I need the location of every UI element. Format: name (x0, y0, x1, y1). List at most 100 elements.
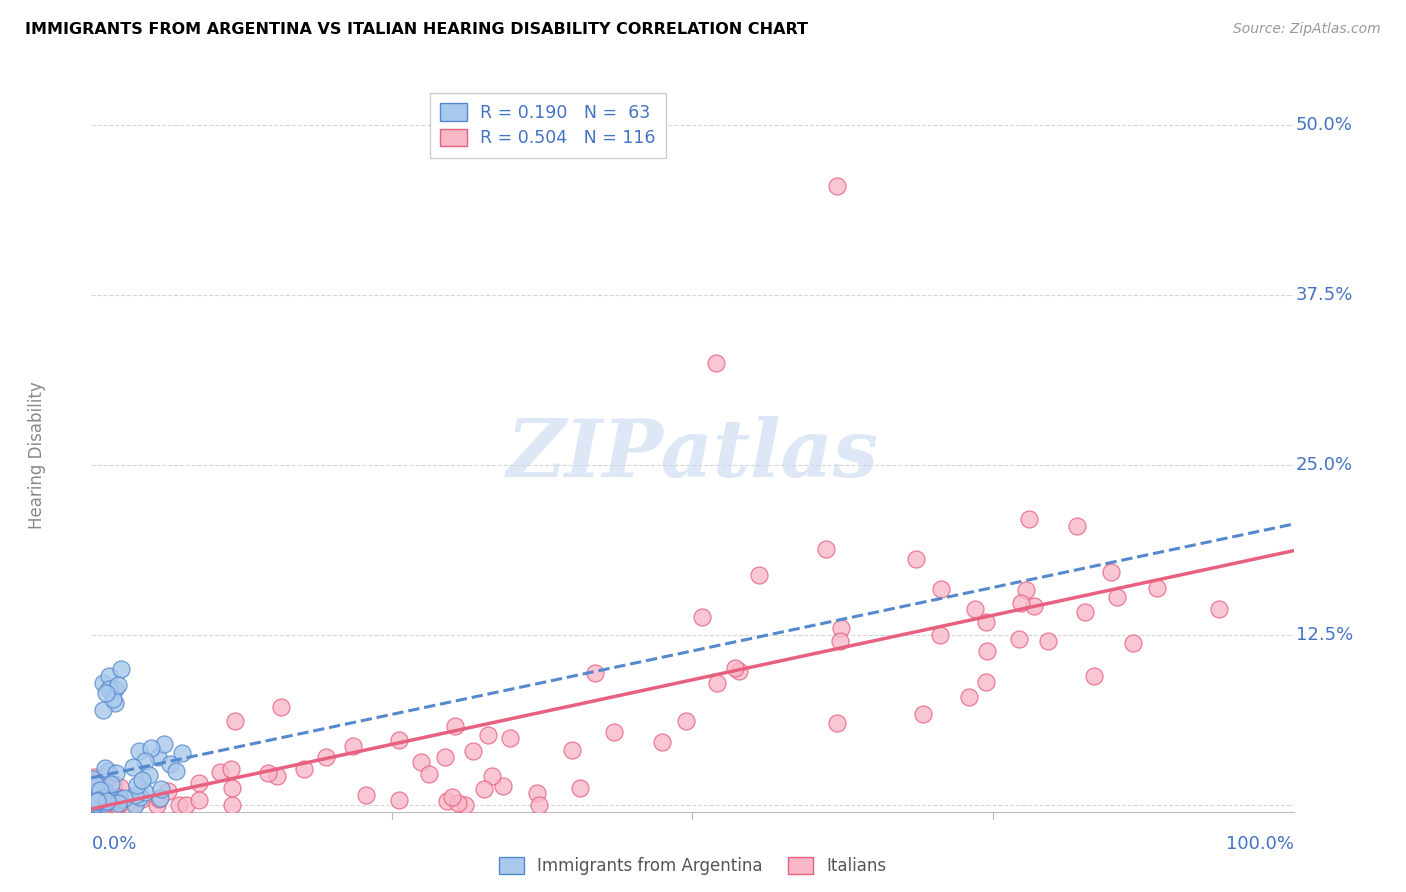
Point (292, 763, 315, 777)
Point (814, 542, 837, 557)
Point (492, 779, 515, 793)
Point (91, 791, 114, 805)
Point (148, 791, 170, 805)
Text: Source: ZipAtlas.com: Source: ZipAtlas.com (1233, 22, 1381, 37)
Text: 25.0%: 25.0% (1296, 456, 1353, 475)
Point (957, 690, 980, 704)
Point (101, 792, 124, 806)
Point (83, 789, 105, 803)
Point (447, 797, 470, 811)
Point (342, 739, 364, 753)
Point (477, 728, 499, 742)
Point (146, 797, 169, 812)
Point (498, 731, 520, 746)
Point (568, 780, 591, 795)
Point (128, 743, 150, 757)
Point (472, 781, 495, 796)
Point (675, 714, 697, 728)
Point (388, 793, 411, 807)
Point (93, 675, 115, 690)
Point (1010, 596, 1032, 610)
Point (89, 794, 111, 808)
Point (108, 780, 131, 795)
Point (454, 797, 477, 812)
Point (93, 797, 115, 811)
Point (107, 790, 129, 805)
Text: ZIPatlas: ZIPatlas (506, 417, 879, 493)
Point (82, 795, 104, 809)
Point (90, 786, 112, 800)
Point (905, 551, 928, 566)
Point (83, 795, 105, 809)
Point (86, 775, 108, 789)
Point (97, 764, 120, 778)
Point (134, 785, 156, 799)
Point (167, 797, 190, 812)
Point (134, 755, 156, 769)
Point (150, 781, 173, 796)
Point (651, 735, 673, 749)
Point (526, 786, 548, 800)
Point (828, 634, 851, 648)
Point (122, 760, 145, 774)
Text: 100.0%: 100.0% (1226, 835, 1294, 853)
Point (974, 615, 997, 630)
Point (561, 743, 583, 757)
Point (1107, 590, 1129, 604)
Point (209, 764, 232, 779)
Point (93, 773, 115, 788)
Point (98, 682, 121, 697)
Point (174, 797, 197, 812)
Point (388, 733, 411, 747)
Point (82, 795, 104, 809)
Point (89, 791, 111, 805)
Text: Hearing Disability: Hearing Disability (28, 381, 46, 529)
Point (221, 780, 243, 795)
Point (141, 740, 163, 755)
Point (1146, 582, 1168, 596)
Point (156, 784, 179, 798)
Point (93, 797, 115, 812)
Point (170, 746, 193, 760)
Point (107, 678, 129, 692)
Point (94, 769, 117, 783)
Point (86, 794, 108, 808)
Point (461, 743, 484, 757)
Point (418, 767, 440, 781)
Point (976, 644, 998, 658)
Point (98, 793, 121, 807)
Point (93, 783, 115, 797)
Point (105, 797, 128, 812)
Point (89, 790, 111, 805)
Text: 50.0%: 50.0% (1296, 116, 1353, 135)
Point (96, 794, 118, 808)
Point (1036, 634, 1059, 648)
Point (91, 792, 114, 806)
Point (138, 768, 160, 782)
Point (107, 793, 129, 807)
Point (83, 784, 105, 798)
Point (128, 789, 150, 804)
Text: 12.5%: 12.5% (1296, 626, 1353, 644)
Point (221, 762, 243, 776)
Point (411, 755, 433, 769)
Point (224, 714, 246, 728)
Point (974, 674, 997, 689)
Point (1015, 582, 1038, 597)
Point (82, 789, 104, 804)
Point (83, 786, 105, 800)
Point (110, 662, 132, 676)
Point (83, 796, 105, 810)
Point (929, 628, 952, 642)
Point (124, 797, 146, 812)
Point (82, 797, 104, 811)
Point (165, 764, 187, 778)
Point (84, 778, 107, 792)
Point (110, 797, 132, 811)
Point (603, 725, 626, 739)
Point (830, 621, 852, 635)
Point (93, 789, 115, 803)
Point (131, 773, 153, 788)
Point (94, 686, 117, 700)
Point (124, 797, 146, 811)
